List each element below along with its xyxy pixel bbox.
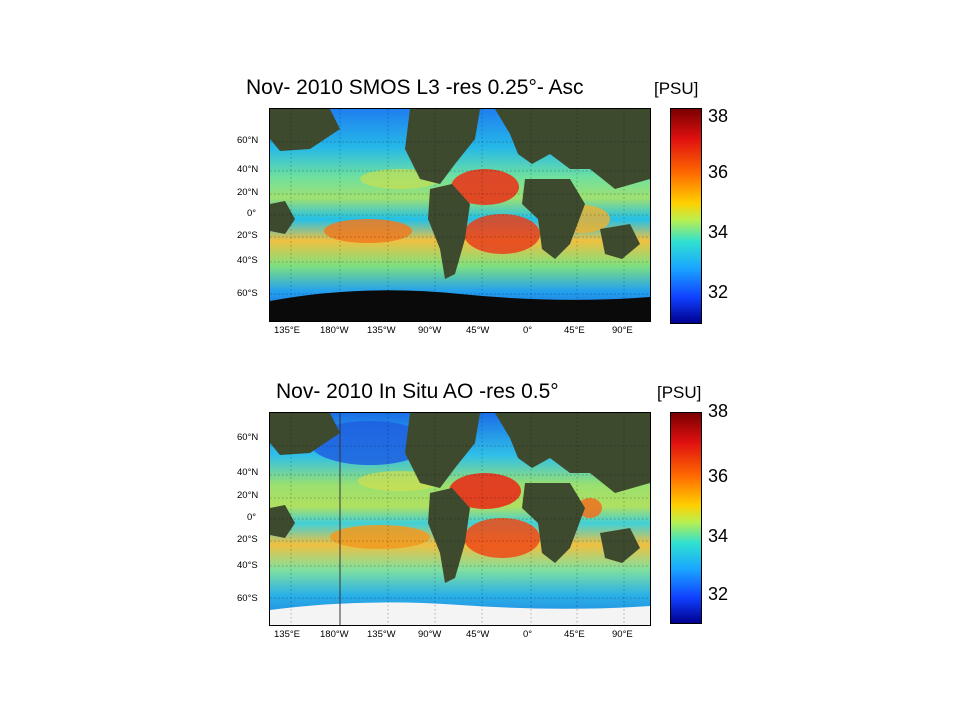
salinity-map — [269, 108, 651, 322]
lat-label: 60°S — [237, 593, 258, 604]
lon-label: 135°E — [274, 325, 300, 336]
colorbar-unit: [PSU] — [654, 79, 699, 98]
lat-label: 40°N — [237, 164, 259, 175]
map-panel-smos: Nov- 2010 SMOS L3 -res 0.25°- Asc [PSU] — [237, 76, 729, 336]
lon-label: 45°W — [466, 629, 490, 640]
panel-title: Nov- 2010 SMOS L3 -res 0.25°- Asc — [246, 76, 584, 99]
lon-label: 180°W — [320, 629, 349, 640]
lon-label: 0° — [523, 629, 533, 640]
colorbar-tick-label: 38 — [708, 401, 729, 421]
colorbar — [670, 412, 702, 624]
lat-label: 60°N — [237, 135, 259, 146]
lat-label: 20°N — [237, 490, 259, 501]
colorbar-tick-label: 34 — [708, 526, 729, 546]
colorbar-tick-label: 38 — [708, 106, 729, 126]
lat-label: 0° — [247, 512, 257, 523]
lat-label: 0° — [247, 208, 257, 219]
lon-label: 180°W — [320, 325, 349, 336]
lon-label: 45°W — [466, 325, 490, 336]
lat-label: 60°N — [237, 432, 259, 443]
lat-label: 40°N — [237, 467, 259, 478]
panel-title: Nov- 2010 In Situ AO -res 0.5° — [276, 380, 559, 403]
colorbar-tick-label: 32 — [708, 584, 729, 604]
salinity-map-graphic — [270, 413, 650, 625]
salinity-map — [269, 412, 651, 626]
colorbar-tick-label: 32 — [708, 282, 729, 302]
lon-label: 90°E — [612, 325, 633, 336]
lat-label: 20°S — [237, 534, 258, 545]
colorbar-unit: [PSU] — [657, 383, 702, 402]
lon-label: 0° — [523, 325, 533, 336]
colorbar — [670, 108, 702, 324]
lon-label: 90°W — [418, 325, 442, 336]
lat-label: 40°S — [237, 560, 258, 571]
lon-label: 135°W — [367, 629, 396, 640]
colorbar-tick-label: 36 — [708, 466, 729, 486]
lon-label: 90°E — [612, 629, 633, 640]
lon-label: 45°E — [564, 325, 585, 336]
map-panel-insitu: Nov- 2010 In Situ AO -res 0.5° [PSU] — [237, 381, 728, 639]
lon-label: 45°E — [564, 629, 585, 640]
lat-label: 40°S — [237, 255, 258, 266]
salinity-map-graphic — [270, 109, 650, 321]
lat-label: 20°S — [237, 230, 258, 241]
lat-label: 60°S — [237, 288, 258, 299]
lon-label: 90°W — [418, 629, 442, 640]
colorbar-tick-label: 36 — [708, 162, 729, 182]
lon-label: 135°W — [367, 325, 396, 336]
lon-label: 135°E — [274, 629, 300, 640]
lat-label: 20°N — [237, 187, 259, 198]
colorbar-tick-label: 34 — [708, 222, 729, 242]
